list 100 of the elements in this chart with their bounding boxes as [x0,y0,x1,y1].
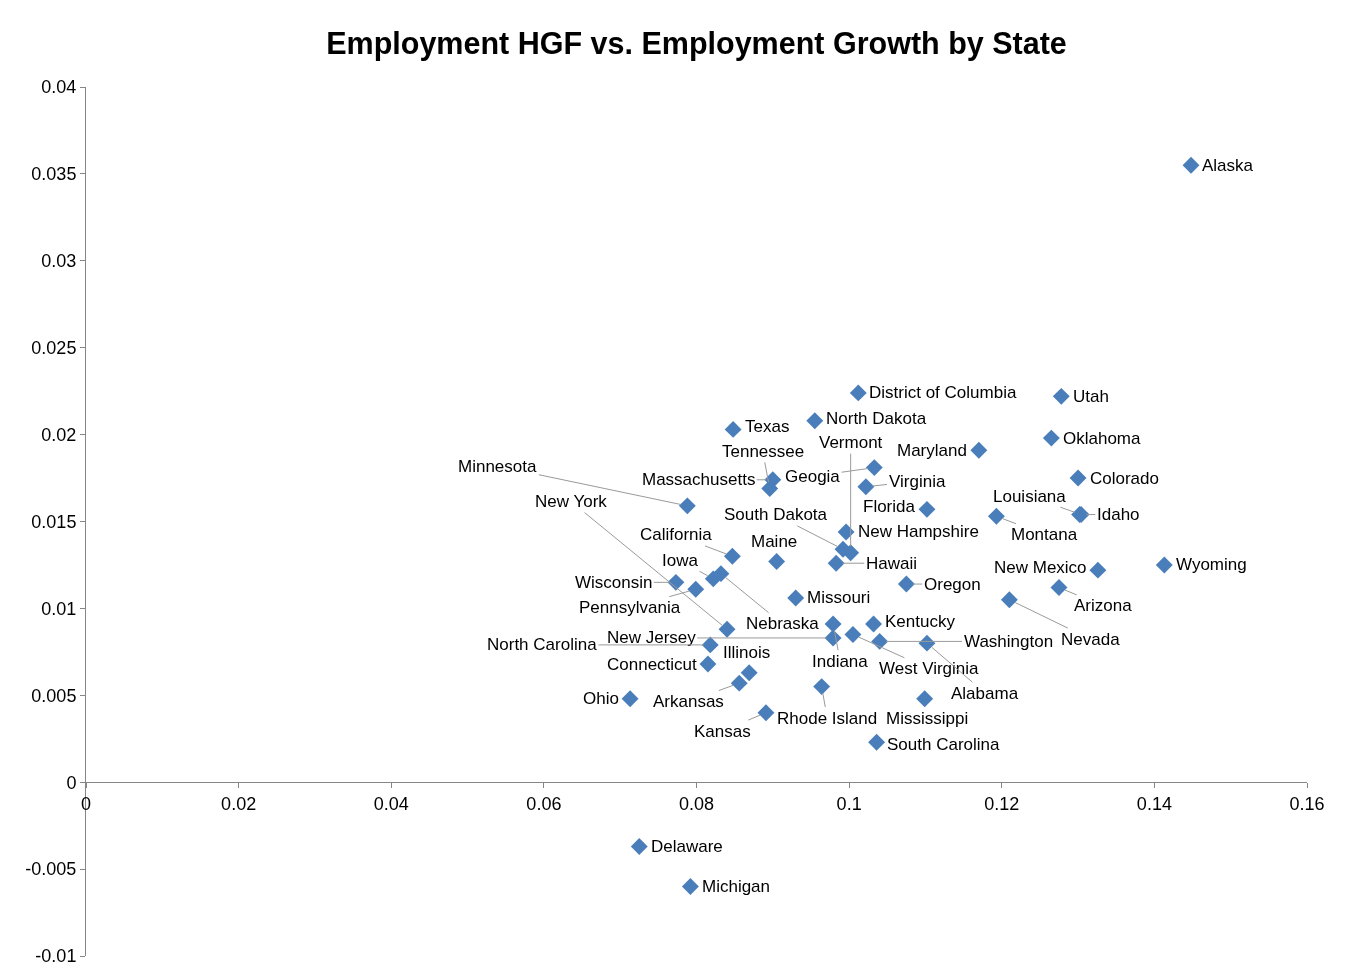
annotation: Wyoming [1176,555,1247,574]
annotation: New York [535,492,608,511]
annotation: Montana [1011,525,1078,544]
x-tick-label: 0.12 [984,793,1020,814]
annotation: New Hampshire [858,522,979,541]
chart-title: Employment HGF vs. Employment Growth by State [326,25,1067,61]
annotation: Delaware [651,837,723,856]
point [918,634,936,652]
point [740,664,758,682]
point [757,704,775,722]
y-tick-label: 0.035 [31,164,77,185]
point [868,733,886,751]
y-tick-label: 0.01 [41,598,77,619]
annotation: Connecticut [607,655,698,674]
annotation: Hawaii [866,554,918,573]
point [699,655,717,673]
annotation: Arizona [1074,596,1133,615]
point [897,575,915,593]
point [806,412,824,430]
point [916,690,934,708]
annotation: Oklahoma [1063,429,1142,448]
annotation: Nevada [1061,630,1121,649]
annotation: Maine [751,532,798,551]
x-tick-label: 0.04 [373,793,409,814]
point [704,570,722,588]
point [824,615,842,633]
point [1052,387,1070,405]
point [865,459,883,477]
annotation: Kansas [694,722,751,741]
point [718,620,736,638]
y-tick-label: 0.015 [31,511,77,532]
annotation: North Dakota [826,409,927,428]
x-tick-label: 0.16 [1289,793,1325,814]
annotation: California [640,525,713,544]
point [1050,579,1068,596]
annotation: New Jersey [607,628,697,647]
annotation: Oregon [924,575,981,594]
point [761,480,779,497]
point [849,384,867,402]
point [844,626,862,643]
point [1000,591,1018,609]
annotation: Missouri [807,588,871,607]
annotation: Iowa [662,551,699,570]
point [987,507,1005,525]
point [701,636,719,654]
point [918,500,936,518]
x-tick-label: 0.08 [678,793,715,814]
annotation: Florida [863,497,916,516]
annotation: Vermont [819,433,883,452]
annotation: South Carolina [887,735,1000,754]
y-tick-label: -0.005 [25,859,77,880]
point [871,632,889,650]
point [813,678,831,696]
annotation: Arkansas [653,692,724,711]
y-tick-label: 0.025 [31,338,77,358]
point [787,589,805,607]
annotation: Louisiana [993,487,1067,506]
point [1089,561,1107,579]
annotation: Mississippi [886,709,969,728]
y-tick-label: 0.02 [41,424,77,445]
y-tick-label: 0 [66,772,77,793]
point [1182,156,1200,174]
x-tick-label: 0.06 [526,793,562,814]
point [1042,429,1060,447]
annotation: Texas [745,417,790,436]
annotation: Rhode Island [777,709,878,728]
x-tick-label: 0.1 [836,793,862,814]
point [865,615,882,633]
annotation: Utah [1073,387,1109,406]
annotation: Massachusetts [642,470,756,489]
point [730,674,748,692]
point [837,523,855,541]
annotation: Virginia [889,472,946,491]
y-tick-label: 0.005 [31,685,77,706]
annotation: District of Columbia [869,383,1017,402]
annotation: Illinois [723,643,771,662]
y-tick-label: -0.01 [35,946,77,967]
annotation: Idaho [1097,505,1140,524]
annotation: West Virginia [879,659,980,678]
annotation: Washington [964,632,1054,651]
point [687,580,705,598]
annotation: Alabama [951,684,1019,703]
point [1069,469,1087,487]
annotation: Michigan [702,877,771,896]
point [768,553,786,570]
y-tick-label: 0.03 [41,251,77,272]
annotation: Geogia [785,467,841,486]
x-tick-label: 0.02 [221,793,257,814]
annotation: Nebraska [746,614,820,633]
point [970,441,988,459]
annotation: North Carolina [487,635,598,654]
annotation: Wisconsin [575,573,653,592]
point [678,497,696,515]
annotation: Colorado [1090,469,1159,488]
annotation: Ohio [583,689,619,708]
annotation: Minnesota [458,457,537,476]
annotation: South Dakota [724,505,828,524]
point [1155,556,1173,574]
annotation: Pennsylvania [579,598,681,617]
point [630,838,648,855]
